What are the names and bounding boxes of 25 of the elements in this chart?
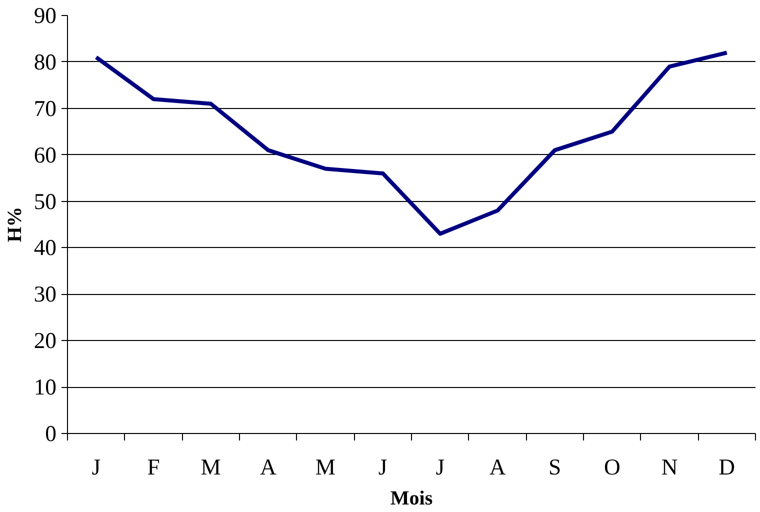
x-tick-label: J: [436, 454, 445, 480]
x-tick-label: M: [200, 454, 221, 480]
y-tick-label: 50: [34, 188, 56, 214]
y-tick-label: 30: [34, 282, 56, 307]
y-tick-label: 10: [34, 374, 56, 400]
y-tick-label: 90: [34, 3, 56, 28]
x-tick-label: F: [147, 454, 160, 480]
x-axis-title: Mois: [390, 488, 433, 510]
y-tick-label: 20: [34, 328, 56, 354]
y-tick-label: 80: [34, 49, 56, 74]
x-tick-label: M: [315, 454, 336, 480]
x-tick-label: N: [661, 454, 678, 480]
x-tick-label: D: [718, 454, 736, 480]
x-tick-label: S: [548, 454, 562, 480]
x-tick-label: O: [604, 454, 620, 480]
x-tick-label: J: [378, 454, 388, 480]
y-axis-title: H%: [4, 206, 26, 242]
x-tick-label: A: [260, 454, 277, 480]
y-tick-label: 0: [45, 421, 56, 446]
y-tick-label: 60: [34, 142, 56, 168]
y-tick-label: 70: [34, 96, 56, 121]
y-tick-label: 40: [34, 235, 56, 260]
x-tick-label: J: [92, 454, 101, 480]
x-tick-label: A: [489, 454, 506, 480]
line-series: [94, 50, 729, 236]
